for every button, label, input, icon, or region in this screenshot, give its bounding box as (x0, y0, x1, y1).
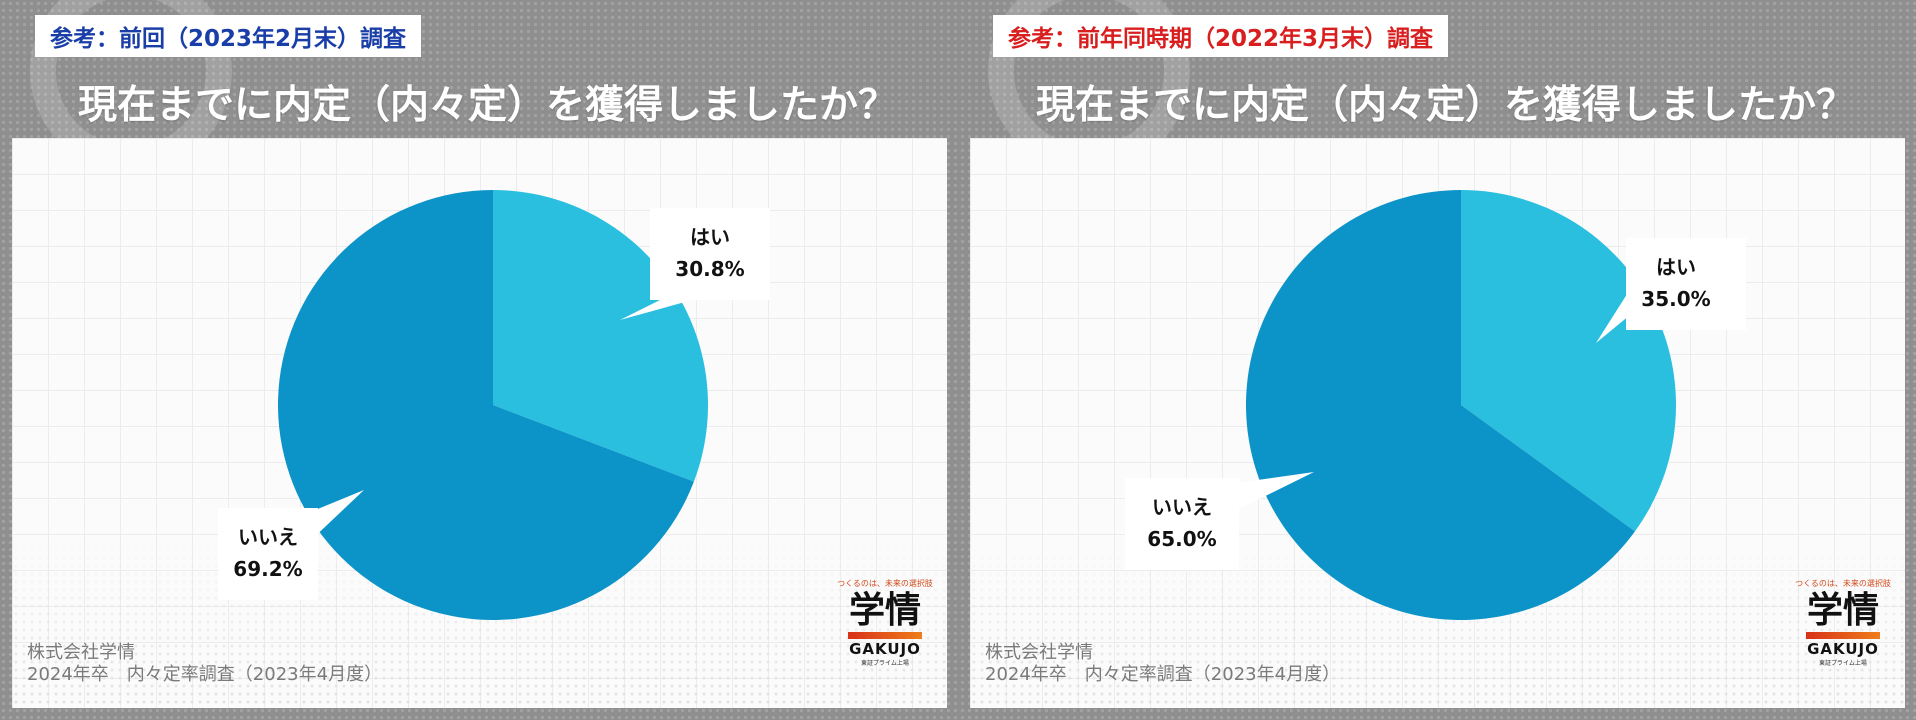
value-label-no: 69.2% (233, 557, 303, 581)
callout-bubble-no (1125, 472, 1314, 570)
footer-survey: 2024年卒 内々定率調査（2023年4月度） (27, 664, 383, 685)
value-label-yes: 35.0% (1641, 287, 1711, 311)
callout-bubble-yes (620, 208, 770, 320)
gakujo-logo: つくるのは、未来の選択肢 学情 GAKUJO 東証プライム上場 (830, 578, 940, 693)
callout-text-no: いいえ 69.2% (218, 521, 318, 585)
label-no: いいえ (238, 525, 298, 549)
logo-listing: 東証プライム上場 (861, 660, 909, 667)
question-heading: 現在までに内定（内々定）を獲得しましたか？ (1036, 83, 1856, 128)
callout-text-no: いいえ 65.0% (1132, 491, 1232, 555)
logo-bar (1806, 632, 1880, 639)
logo-tagline: つくるのは、未来の選択肢 (1795, 579, 1891, 588)
callout-text-yes: はい 35.0% (1626, 251, 1726, 315)
logo-bar (848, 632, 922, 639)
panel-previous-survey: 参考：前回（2023年2月末）調査 現在までに内定（内々定）を獲得しましたか？ … (12, 0, 947, 708)
callout-bubble-yes (1596, 238, 1746, 343)
footer-survey: 2024年卒 内々定率調査（2023年4月度） (985, 664, 1341, 685)
label-no: いいえ (1152, 495, 1212, 519)
pie-slice-yes (1461, 190, 1676, 532)
logo-listing: 東証プライム上場 (1819, 660, 1867, 667)
panel-prior-year-survey: 参考：前年同時期（2022年3月末）調査 現在までに内定（内々定）を獲得しました… (958, 0, 1916, 720)
pie-slice-no (1245, 190, 1635, 620)
chart-card: はい 30.8% いいえ 69.2% 株式会社学情 2024年卒 内々定率調査（… (12, 138, 947, 708)
logo-roman: GAKUJO (1807, 640, 1879, 658)
value-label-yes: 30.8% (675, 257, 745, 281)
footer-company: 株式会社学情 (27, 642, 135, 663)
pie-chart (218, 190, 770, 621)
footer-company: 株式会社学情 (985, 642, 1093, 663)
logo-tagline: つくるのは、未来の選択肢 (837, 579, 933, 588)
logo-name: 学情 (848, 590, 921, 631)
pie-chart (1125, 190, 1746, 620)
reference-tag: 参考：前年同時期（2022年3月末）調査 (993, 15, 1449, 57)
value-label-no: 65.0% (1147, 527, 1217, 551)
question-heading: 現在までに内定（内々定）を獲得しましたか？ (78, 83, 898, 128)
source-footer: 株式会社学情 2024年卒 内々定率調査（2023年4月度） (27, 642, 382, 686)
pie-slice-no (277, 190, 694, 621)
label-yes: はい (1656, 255, 1696, 279)
reference-tag: 参考：前回（2023年2月末）調査 (35, 15, 422, 57)
gakujo-logo: つくるのは、未来の選択肢 学情 GAKUJO 東証プライム上場 (1788, 578, 1898, 693)
logo-name: 学情 (1806, 590, 1879, 631)
callout-bubble-no (218, 490, 364, 600)
source-footer: 株式会社学情 2024年卒 内々定率調査（2023年4月度） (985, 642, 1340, 686)
chart-card: はい 35.0% いいえ 65.0% 株式会社学情 2024年卒 内々定率調査（… (970, 138, 1905, 708)
logo-roman: GAKUJO (849, 640, 921, 658)
label-yes: はい (690, 225, 730, 249)
callout-text-yes: はい 30.8% (660, 221, 760, 285)
